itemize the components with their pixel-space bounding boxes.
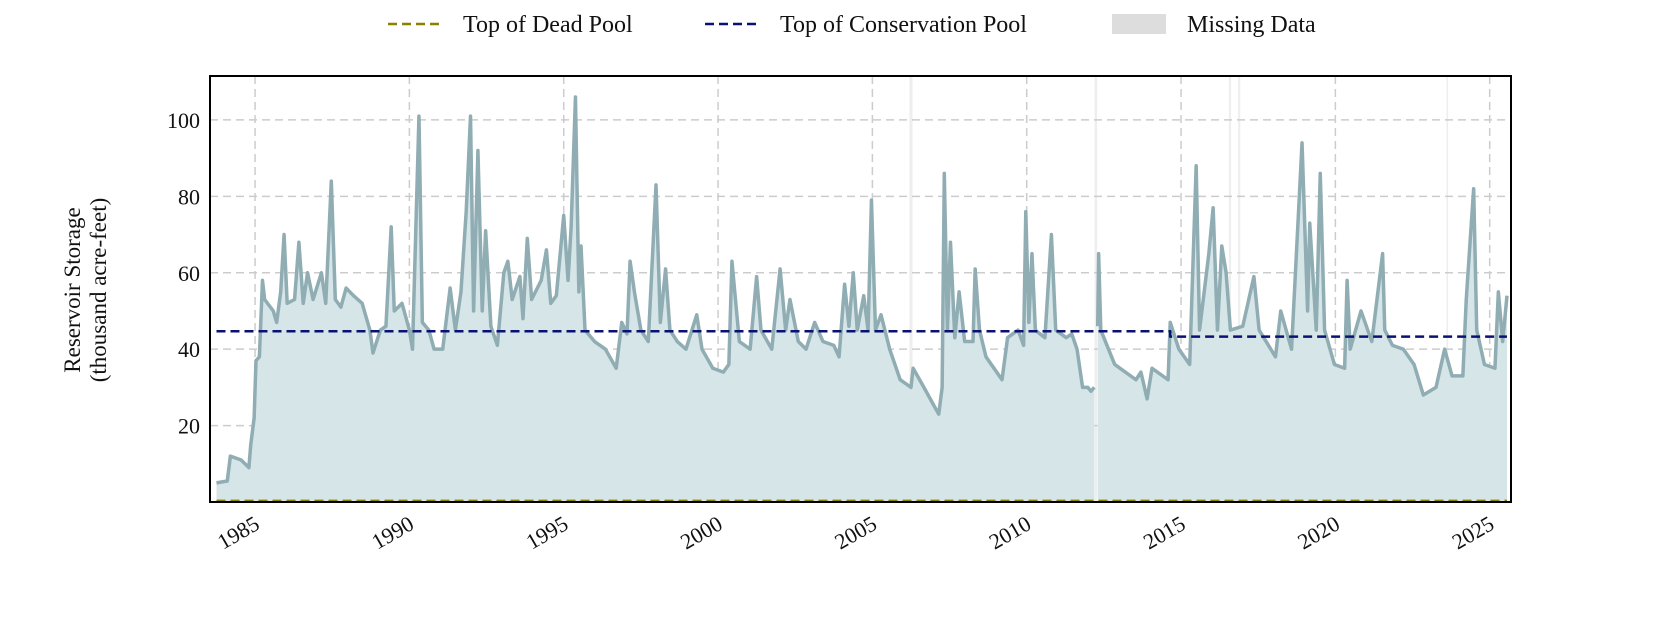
x-tick-label: 1990 bbox=[367, 511, 418, 555]
x-tick-label: 2015 bbox=[1139, 511, 1190, 555]
y-tick-label: 40 bbox=[178, 337, 200, 362]
missing-data-band bbox=[1228, 76, 1232, 502]
missing-data-band bbox=[1094, 76, 1098, 502]
y-axis-label: Reservoir Storage bbox=[60, 207, 85, 372]
plot-frame bbox=[209, 75, 1512, 503]
x-tick-label: 2025 bbox=[1448, 511, 1499, 555]
missing-data-band bbox=[1446, 76, 1449, 502]
legend-label: Missing Data bbox=[1187, 12, 1316, 38]
x-tick-label: 2020 bbox=[1293, 511, 1344, 555]
plot-area bbox=[210, 76, 1511, 502]
x-tick-label: 1995 bbox=[522, 511, 573, 555]
x-tick-label: 2005 bbox=[830, 511, 881, 555]
y-tick-label: 100 bbox=[167, 108, 200, 133]
x-tick-label: 2010 bbox=[985, 511, 1036, 555]
legend-label: Top of Dead Pool bbox=[463, 12, 633, 38]
y-axis-label: (thousand acre-feet) bbox=[86, 198, 111, 383]
legend-swatch bbox=[1112, 14, 1166, 34]
legend-label: Top of Conservation Pool bbox=[780, 12, 1027, 38]
x-tick-label: 1985 bbox=[213, 511, 264, 555]
y-tick-label: 80 bbox=[178, 184, 200, 209]
line bbox=[216, 95, 1509, 485]
area bbox=[216, 97, 1507, 502]
y-tick-label: 60 bbox=[178, 261, 200, 286]
missing-data-band bbox=[1238, 76, 1241, 502]
missing-data-band bbox=[909, 76, 913, 502]
x-tick-label: 2000 bbox=[676, 511, 727, 555]
y-tick-label: 20 bbox=[178, 414, 200, 439]
reference-line bbox=[216, 329, 1507, 338]
